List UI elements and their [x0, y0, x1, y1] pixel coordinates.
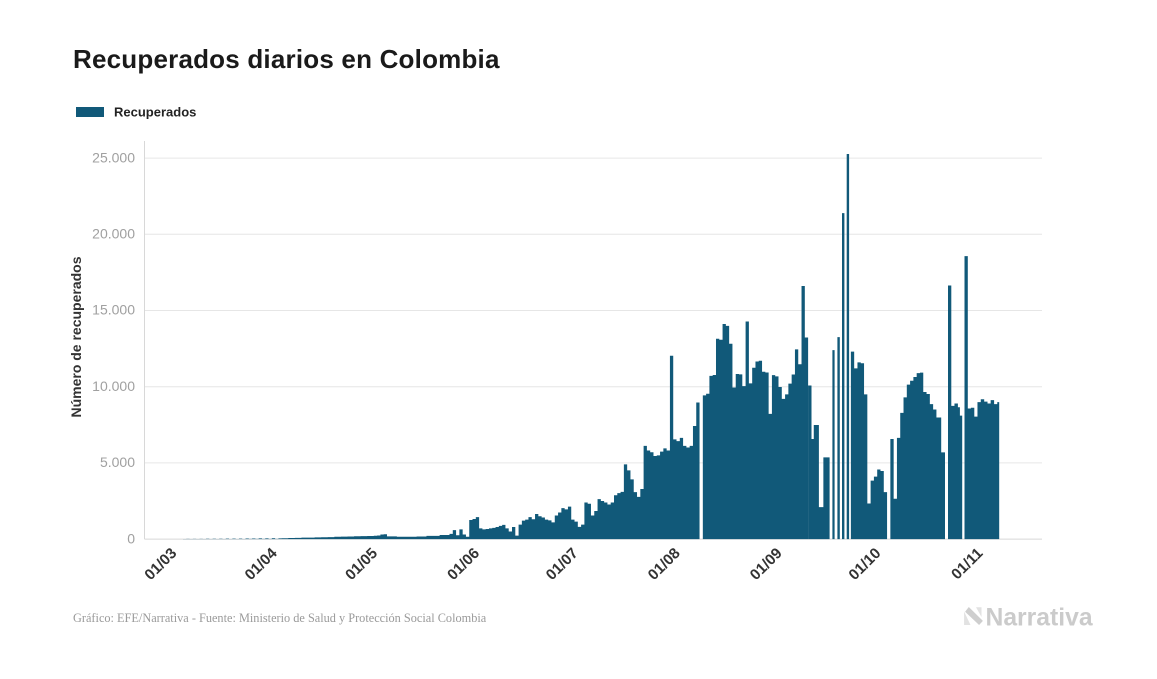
svg-text:Número de recuperados: Número de recuperados [68, 256, 84, 417]
svg-text:15.000: 15.000 [92, 302, 135, 318]
svg-text:25.000: 25.000 [92, 149, 135, 165]
svg-text:0: 0 [127, 530, 135, 546]
svg-text:20.000: 20.000 [92, 226, 135, 242]
svg-text:10.000: 10.000 [92, 378, 135, 394]
svg-text:Narrativa: Narrativa [986, 605, 1093, 632]
svg-text:Recuperados: Recuperados [114, 105, 196, 120]
svg-text:Gráfico: EFE/Narrativa - Fuent: Gráfico: EFE/Narrativa - Fuente: Ministe… [73, 611, 487, 625]
svg-text:Recuperados diarios en Colombi: Recuperados diarios en Colombia [73, 44, 500, 74]
svg-text:5.000: 5.000 [100, 454, 135, 470]
